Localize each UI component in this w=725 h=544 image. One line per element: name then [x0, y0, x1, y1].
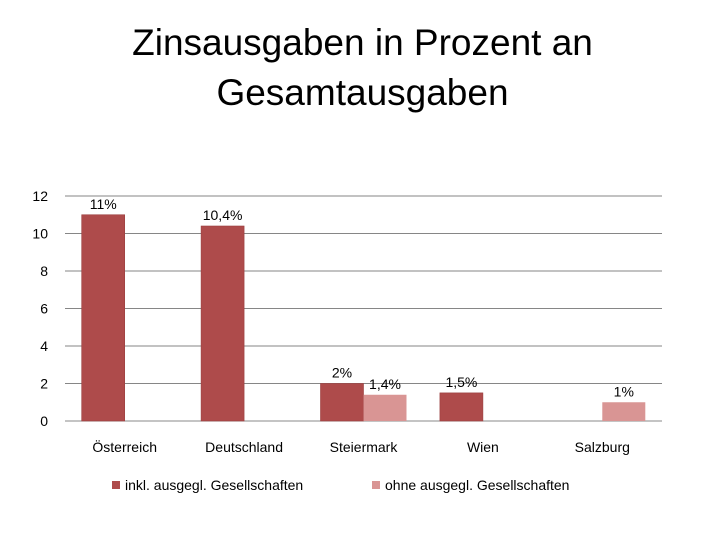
y-tick-label: 0	[40, 413, 48, 429]
x-category-label: Steiermark	[330, 439, 399, 455]
bar	[363, 394, 407, 421]
y-tick-label: 12	[32, 188, 48, 204]
chart-title-line-1: Zinsausgaben in Prozent an	[132, 22, 593, 63]
y-tick-label: 10	[32, 226, 48, 242]
y-tick-label: 2	[40, 376, 48, 392]
y-tick-label: 6	[40, 301, 48, 317]
y-tick-label: 8	[40, 263, 48, 279]
y-tick-label: 4	[40, 338, 48, 354]
bar	[81, 214, 125, 422]
data-label: 1,4%	[369, 376, 401, 392]
x-category-label: Deutschland	[205, 439, 283, 455]
data-label: 10,4%	[203, 207, 243, 223]
bar	[439, 392, 484, 422]
bar	[602, 402, 646, 421]
data-label: 1,5%	[445, 374, 477, 390]
x-category-label: Salzburg	[575, 439, 630, 455]
legend-label: inkl. ausgegl. Gesellschaften	[125, 477, 303, 493]
bar	[200, 225, 245, 422]
legend-swatch	[372, 481, 380, 489]
data-label: 1%	[614, 383, 634, 399]
data-label: 11%	[90, 196, 117, 212]
x-category-label: Österreich	[92, 438, 157, 455]
chart-title-line-2: Gesamtausgaben	[216, 72, 509, 113]
legend-swatch	[112, 481, 120, 489]
x-category-label: Wien	[467, 439, 499, 455]
bar	[320, 383, 364, 422]
legend-label: ohne ausgegl. Gesellschaften	[385, 477, 569, 493]
chart-title: Zinsausgaben in Prozent an Gesamtausgabe…	[0, 18, 725, 118]
data-label: 2%	[332, 365, 352, 381]
